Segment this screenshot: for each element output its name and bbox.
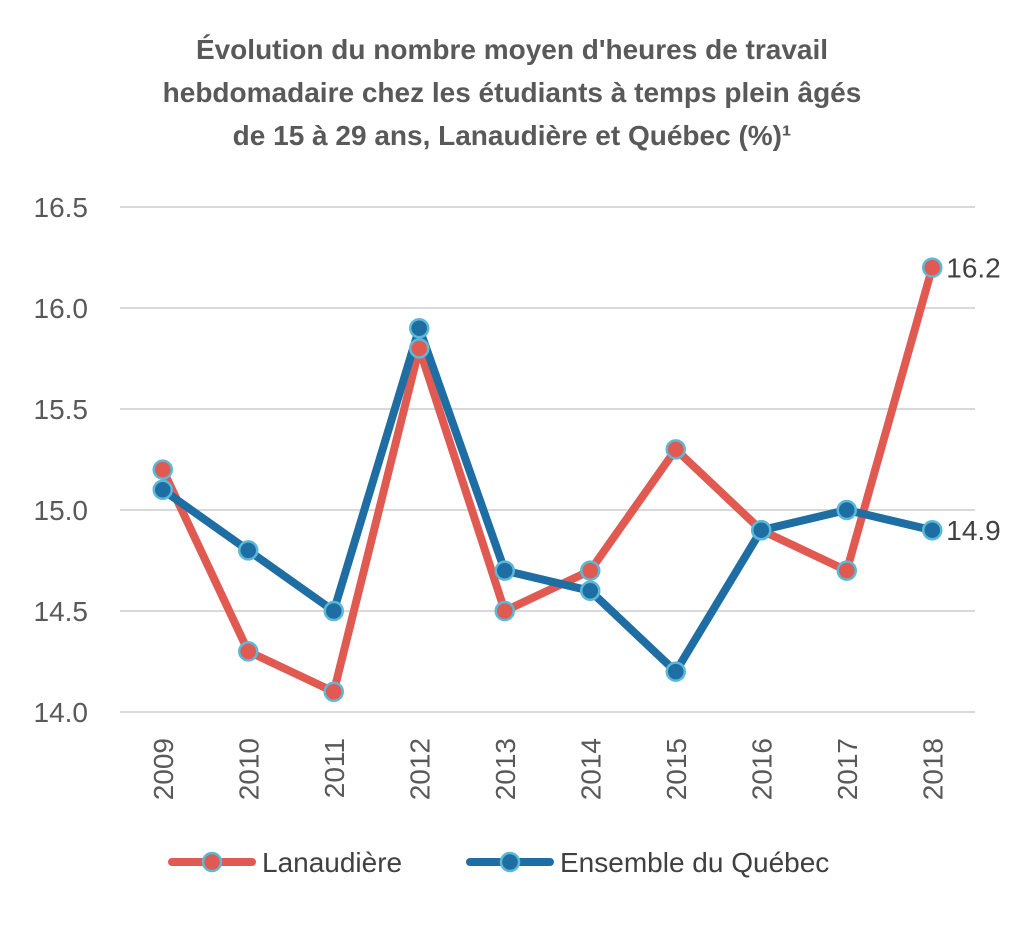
x-tick-label: 2010 [233,738,264,800]
data-point [580,580,601,602]
x-tick-label: 2018 [917,738,948,800]
data-point [836,560,857,581]
x-tick-label: 2014 [575,738,606,800]
data-point [409,338,430,359]
x-tick-label: 2017 [832,738,863,800]
y-axis-tick-labels: 14.0 14.5 15.0 15.5 16.0 16.5 [34,192,89,728]
y-tick-label: 14.5 [34,596,89,627]
series-line-0 [158,263,937,696]
legend: Lanaudière Ensemble du Québec [168,847,829,878]
chart-title-line-3: de 15 à 29 ans, Lanaudière et Québec (%)… [232,120,792,151]
data-point [494,560,515,581]
legend-marker-1 [499,851,521,873]
data-label-0: 16.2 [946,253,1001,284]
data-point [665,439,686,460]
x-tick-label: 2012 [404,738,435,800]
x-tick-label: 2016 [746,738,777,800]
chart-title-line-2: hebdomadaire chez les étudiants à temps … [162,77,862,108]
y-tick-label: 15.0 [34,495,89,526]
data-point [238,540,259,561]
legend-marker-0 [201,851,223,873]
y-tick-label: 14.0 [34,697,89,728]
series-lines [152,257,943,703]
x-tick-label: 2015 [661,738,692,800]
data-point [665,661,686,682]
x-axis-tick-labels: 2009 2010 2011 2012 2013 2014 2015 2016 2017 2018 [148,738,949,800]
x-tick-label: 2009 [148,738,179,800]
data-point [323,681,344,703]
series-line-1 [158,324,937,676]
y-tick-label: 16.5 [34,192,89,223]
data-point [922,519,943,541]
data-point [494,600,515,622]
y-tick-label: 16.0 [34,293,89,324]
data-point [409,317,430,339]
data-point [922,257,943,278]
y-tick-label: 15.5 [34,394,89,425]
chart-title-line-1: Évolution du nombre moyen d'heures de tr… [195,34,829,65]
data-point [580,560,601,581]
data-point [751,519,772,541]
x-tick-label: 2013 [490,738,521,800]
legend-label-0: Lanaudière [262,847,402,878]
data-point [836,499,857,521]
data-point [238,641,259,662]
data-labels: 16.2 14.9 [946,253,1001,547]
chart-title: Évolution du nombre moyen d'heures de tr… [0,28,1024,157]
data-label-1: 14.9 [946,515,1001,546]
data-point [152,479,173,501]
legend-label-1: Ensemble du Québec [560,847,829,878]
data-point [152,459,173,480]
data-point [323,600,344,622]
x-tick-label: 2011 [319,738,350,798]
gridlines [120,206,975,713]
